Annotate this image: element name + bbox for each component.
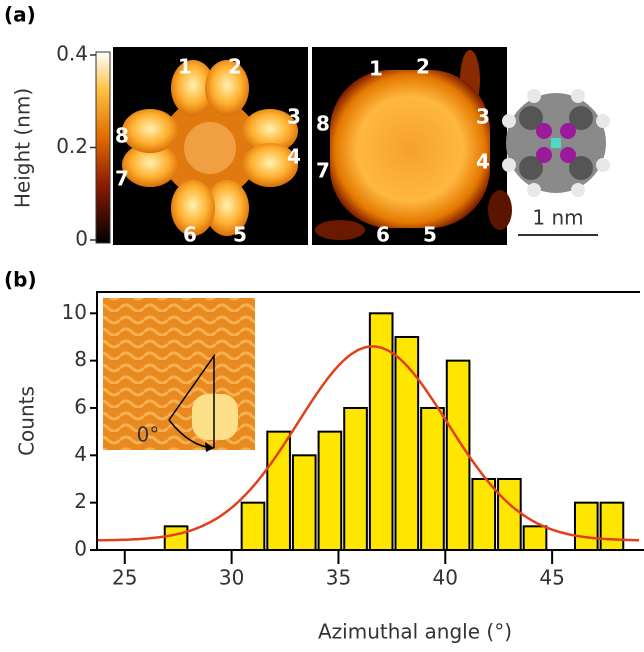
site-label: 6 bbox=[376, 223, 390, 247]
scale-bar-label: 1 nm bbox=[532, 206, 583, 230]
panel-a: (a) Height (nm) 1 bbox=[4, 3, 610, 251]
y-tick-label: 8 bbox=[74, 347, 87, 371]
angle-label: 0° bbox=[137, 423, 160, 447]
panel-label: (a) bbox=[4, 3, 36, 27]
x-tick-label: 40 bbox=[433, 566, 458, 590]
colorbar bbox=[96, 52, 110, 243]
bar bbox=[421, 408, 444, 550]
y-tick-label: 0.4 bbox=[56, 42, 88, 66]
x-axis-label: Azimuthal angle (°) bbox=[318, 620, 512, 644]
site-label: 5 bbox=[233, 223, 247, 247]
site-label: 4 bbox=[476, 150, 490, 174]
panel-b: (b) Counts Azimuthal angle (°) 0 2 4 6 8 10 25… bbox=[4, 268, 644, 644]
bar bbox=[447, 361, 470, 550]
site-label: 8 bbox=[115, 124, 129, 148]
bar bbox=[293, 455, 316, 550]
inset-molecule bbox=[192, 394, 238, 440]
y-tick-label: 2 bbox=[74, 489, 87, 513]
bar bbox=[498, 479, 521, 550]
site-label: 5 bbox=[423, 223, 437, 247]
bar bbox=[344, 408, 367, 550]
figure: (a) Height (nm) 1 bbox=[0, 0, 644, 652]
x-tick-label: 30 bbox=[219, 566, 244, 590]
y-tick-label: 4 bbox=[74, 442, 87, 466]
y-tick-label: 6 bbox=[74, 394, 87, 418]
site-label: 6 bbox=[183, 223, 197, 247]
site-label: 1 bbox=[369, 57, 383, 81]
x-tick-label: 35 bbox=[326, 566, 351, 590]
panel-label: (b) bbox=[4, 268, 37, 292]
y-tick-label: 0 bbox=[75, 227, 88, 251]
site-label: 7 bbox=[316, 159, 330, 183]
site-label: 2 bbox=[228, 55, 242, 79]
site-label: 3 bbox=[476, 105, 490, 129]
bar bbox=[575, 503, 598, 550]
y-axis-label: Height (nm) bbox=[11, 88, 35, 208]
site-label: 7 bbox=[115, 167, 129, 191]
bar bbox=[601, 503, 624, 550]
x-tick-label: 25 bbox=[112, 566, 137, 590]
bar bbox=[472, 479, 495, 550]
y-axis-label: Counts bbox=[15, 386, 39, 456]
bar bbox=[242, 503, 265, 550]
molecule-image bbox=[330, 70, 490, 228]
site-label: 8 bbox=[316, 112, 330, 136]
site-label: 1 bbox=[178, 55, 192, 79]
bar bbox=[396, 337, 419, 550]
bar bbox=[165, 526, 188, 550]
site-label: 3 bbox=[287, 105, 301, 129]
bar bbox=[319, 432, 342, 550]
y-tick-label: 10 bbox=[62, 300, 87, 324]
y-tick-label: 0 bbox=[74, 537, 87, 561]
molecule-model bbox=[502, 89, 610, 197]
bar bbox=[524, 526, 547, 550]
site-label: 2 bbox=[416, 55, 430, 79]
site-label: 4 bbox=[287, 145, 301, 169]
y-tick-label: 0.2 bbox=[56, 134, 88, 158]
bar bbox=[267, 432, 290, 550]
x-tick-label: 45 bbox=[539, 566, 564, 590]
